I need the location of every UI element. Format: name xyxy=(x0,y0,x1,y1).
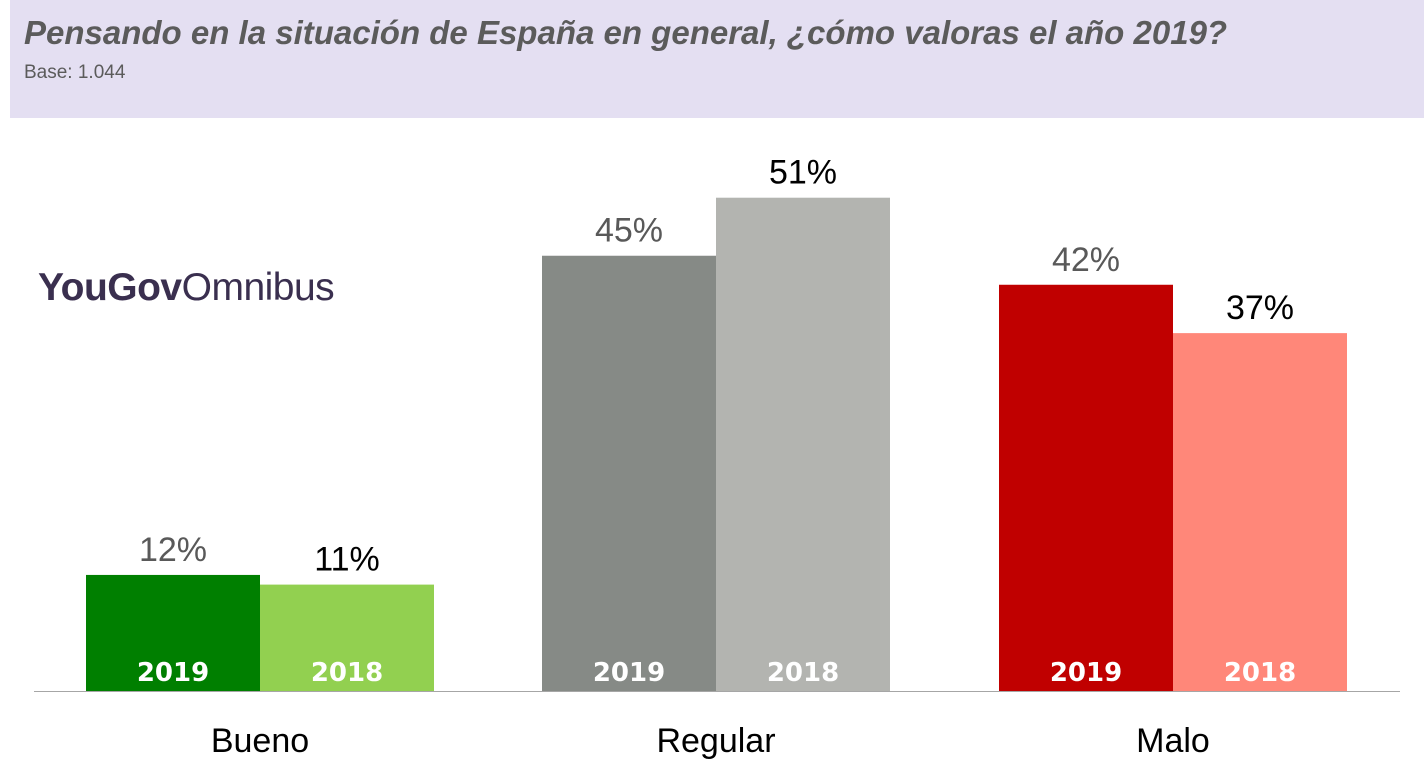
series-label-malo-2019: 2019 xyxy=(1050,658,1122,688)
yougov-omnibus-logo: YouGovOmnibus xyxy=(38,266,335,310)
value-label-malo-2019: 42% xyxy=(1052,241,1120,279)
value-label-malo-2018: 37% xyxy=(1226,289,1294,327)
series-label-malo-2018: 2018 xyxy=(1224,658,1296,688)
chart-subtitle: Base: 1.044 xyxy=(24,62,126,83)
value-label-regular-2019: 45% xyxy=(595,212,663,250)
chart-title: Pensando en la situación de España en ge… xyxy=(24,14,1228,51)
bar-bueno-2018 xyxy=(260,584,434,691)
category-label-regular: Regular xyxy=(656,722,775,760)
value-label-bueno-2018: 11% xyxy=(314,541,380,579)
bar-bueno-2019 xyxy=(86,574,260,691)
bar-malo-2018 xyxy=(1173,333,1347,691)
value-label-bueno-2019: 12% xyxy=(139,531,207,569)
series-label-bueno-2019: 2019 xyxy=(137,658,209,688)
series-label-regular-2019: 2019 xyxy=(593,658,665,688)
header-banner: Pensando en la situación de España en ge… xyxy=(10,0,1424,118)
logo-yougov: YouGov xyxy=(38,266,182,309)
bar-regular-2019 xyxy=(542,255,716,691)
value-label-regular-2018: 51% xyxy=(769,154,837,192)
bar-malo-2019 xyxy=(999,284,1173,691)
logo-omnibus: Omnibus xyxy=(181,266,335,309)
series-label-bueno-2018: 2018 xyxy=(311,658,383,688)
bar-regular-2018 xyxy=(716,197,890,691)
category-label-bueno: Bueno xyxy=(211,722,309,760)
category-label-malo: Malo xyxy=(1136,722,1210,760)
series-label-regular-2018: 2018 xyxy=(767,658,839,688)
